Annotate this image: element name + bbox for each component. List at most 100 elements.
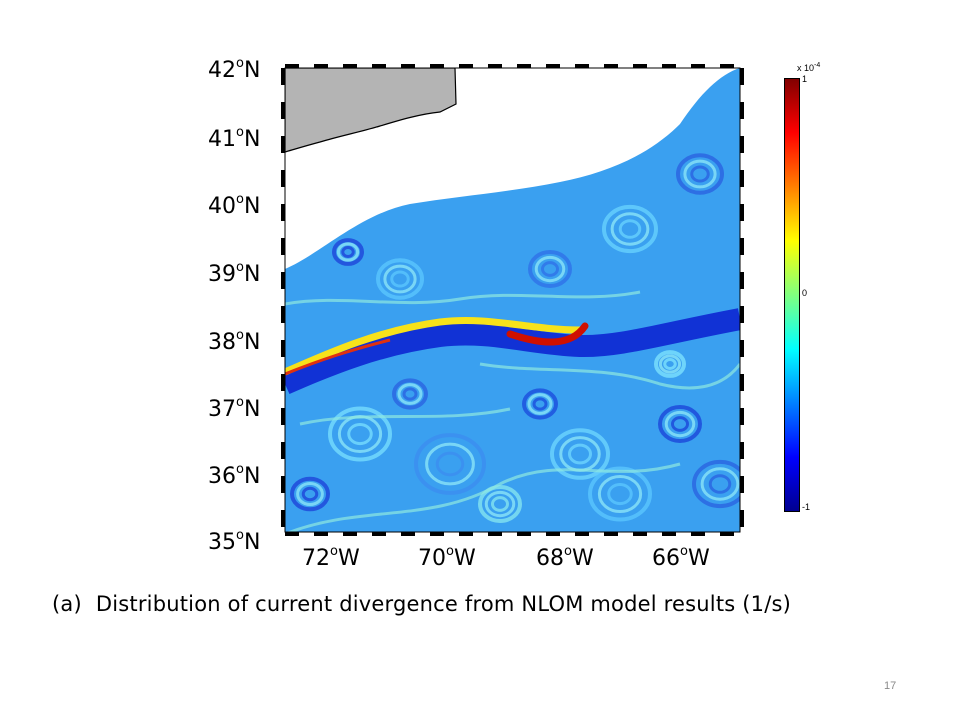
eddy-ring: [527, 393, 553, 415]
colorbar-tick-zero: 0: [802, 288, 808, 298]
filament: [479, 362, 740, 390]
eddy-ring: [390, 270, 410, 288]
frame-tick: [459, 532, 473, 536]
frame-tick: [372, 532, 386, 536]
frame-tick: [314, 532, 328, 536]
frame-tick: [740, 476, 744, 493]
eddy-ring: [397, 383, 423, 405]
eddy-ring: [414, 433, 486, 495]
eddy-ring: [383, 264, 417, 294]
frame-tick: [740, 442, 744, 459]
frame-tick: [281, 408, 285, 425]
frame-tick: [285, 64, 299, 68]
eddy-ring: [588, 466, 652, 522]
y-tick-label: 37oN: [208, 394, 261, 422]
eddy-ring: [435, 451, 465, 477]
frame-tick: [281, 68, 285, 85]
frame-tick: [517, 64, 531, 68]
eddy-ring: [610, 212, 650, 246]
eddy-ring: [700, 467, 740, 501]
frame-tick: [691, 532, 705, 536]
frame-tick: [740, 102, 744, 119]
eddy-ring: [654, 350, 686, 378]
frame-tick: [281, 170, 285, 187]
eddy-ring: [290, 476, 330, 512]
frame-tick: [575, 64, 589, 68]
eddy-ring: [541, 261, 559, 277]
frame-tick: [546, 532, 560, 536]
frame-tick: [604, 64, 618, 68]
y-tick-label: 39oN: [208, 259, 261, 287]
frame-tick: [343, 532, 357, 536]
eddy-ring: [676, 153, 724, 195]
eddy-ring: [602, 204, 658, 254]
figure-caption: (a) Distribution of current divergence fr…: [52, 592, 791, 616]
frame-tick: [740, 136, 744, 153]
eddy-ring: [491, 496, 509, 512]
eddy-ring: [392, 378, 428, 410]
frame-tick: [281, 340, 285, 357]
eddy-ring: [332, 238, 364, 266]
frame-tick: [691, 64, 705, 68]
frame-tick: [488, 532, 502, 536]
frame-tick: [546, 64, 560, 68]
eddy-ring: [683, 159, 717, 189]
front-positive-red: [285, 338, 391, 376]
frame-tick: [740, 204, 744, 221]
frame-tick: [281, 102, 285, 119]
eddy-ring: [568, 443, 592, 465]
frame-tick: [343, 64, 357, 68]
frame-tick: [662, 64, 676, 68]
eddy-ring: [376, 258, 424, 300]
frame-tick: [281, 442, 285, 459]
frame-tick: [740, 272, 744, 289]
eddy-ring: [690, 165, 710, 183]
eddy-ring: [658, 354, 682, 374]
divergence-map: [280, 64, 746, 537]
eddy-ring: [663, 358, 677, 370]
frame-tick: [281, 204, 285, 221]
eddy-ring: [658, 405, 702, 443]
axis-frame: [281, 64, 744, 536]
frame-tick: [740, 238, 744, 255]
eddy-ring: [484, 490, 516, 518]
front-positive-red-crest: [506, 322, 589, 346]
filament: [286, 462, 681, 532]
frame-tick: [633, 64, 647, 68]
y-tick-label: 35oN: [208, 527, 261, 555]
eddy-ring: [478, 485, 522, 523]
caption-label: (a): [52, 592, 82, 616]
frame-tick: [720, 532, 734, 536]
frame-tick: [488, 64, 502, 68]
frame-tick: [459, 64, 473, 68]
y-tick-label: 38oN: [208, 327, 261, 355]
eddy-ring: [692, 459, 740, 509]
frame-tick: [314, 64, 328, 68]
front-negative: [285, 308, 740, 395]
eddy-ring: [607, 482, 633, 506]
frame-tick: [281, 272, 285, 289]
eddy-ring: [301, 486, 319, 502]
eddy-ring: [671, 416, 689, 432]
frame-tick: [372, 64, 386, 68]
frame-tick: [430, 532, 444, 536]
frame-tick: [633, 532, 647, 536]
colorbar-tick-max: 1: [802, 74, 808, 84]
frame-tick: [281, 136, 285, 153]
frame-tick: [740, 170, 744, 187]
page-number: 17: [884, 680, 897, 692]
colorbar-exponent: x 10-4: [797, 62, 821, 73]
frame-tick: [662, 532, 676, 536]
caption-text: Distribution of current divergence from …: [95, 592, 792, 616]
frame-tick: [281, 306, 285, 323]
frame-tick: [720, 64, 734, 68]
frame-tick: [740, 374, 744, 391]
eddy-field: [285, 153, 740, 532]
y-tick-label: 40oN: [208, 191, 261, 219]
front-positive-yellow: [285, 317, 581, 376]
eddy-ring: [296, 481, 324, 507]
eddy-ring: [336, 242, 360, 262]
eddy-ring: [522, 388, 558, 420]
eddy-ring: [347, 422, 373, 446]
